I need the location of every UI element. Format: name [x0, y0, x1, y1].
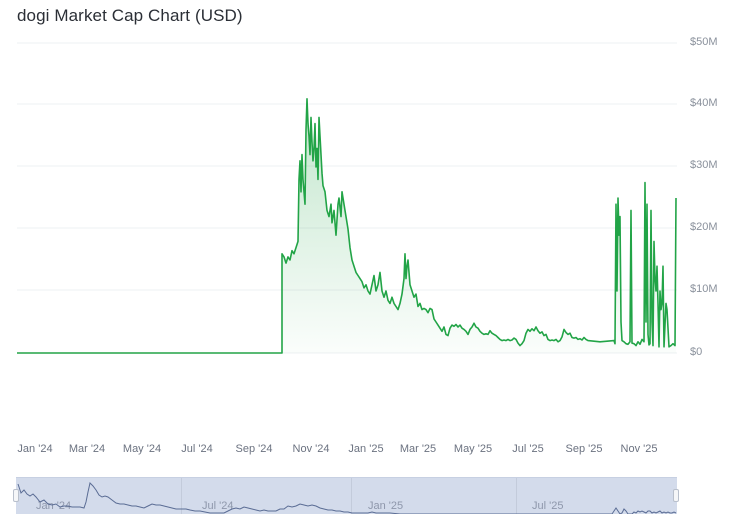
- navigator-divider: [181, 478, 182, 514]
- y-tick-label: $0: [690, 346, 703, 358]
- x-tick-label: Nov '25: [620, 443, 658, 455]
- navigator-label: Jul '25: [532, 500, 564, 512]
- navigator-label: Jan '25: [368, 500, 404, 512]
- x-tick-label: Jul '25: [512, 443, 544, 455]
- x-tick-label: Nov '24: [292, 443, 330, 455]
- navigator-left-handle[interactable]: [13, 489, 19, 502]
- y-tick-label: $50M: [690, 36, 718, 48]
- navigator-label: Jan '24: [36, 500, 72, 512]
- navigator-chart: [17, 482, 677, 514]
- navigator-divider: [351, 478, 352, 514]
- y-tick-label: $20M: [690, 221, 718, 233]
- y-tick-label: $10M: [690, 283, 718, 295]
- range-navigator[interactable]: Jan '24 Jul '24 Jan '25 Jul '25: [13, 477, 679, 514]
- x-tick-label: May '24: [122, 443, 162, 455]
- x-tick-label: Jan '25: [348, 443, 384, 455]
- market-cap-area: [17, 98, 676, 353]
- x-tick-label: Jan '24: [17, 443, 53, 455]
- navigator-divider: [516, 478, 517, 514]
- x-tick-label: May '25: [453, 443, 493, 455]
- x-tick-label: Mar '25: [399, 443, 437, 455]
- market-cap-line[interactable]: [17, 98, 677, 354]
- x-tick-label: Mar '24: [68, 443, 106, 455]
- y-tick-label: $40M: [690, 97, 718, 109]
- navigator-right-handle[interactable]: [673, 489, 679, 502]
- chart-title: dogi Market Cap Chart (USD): [17, 6, 243, 25]
- x-tick-label: Jul '24: [181, 443, 213, 455]
- x-tick-label: Sep '24: [235, 443, 273, 455]
- navigator-label: Jul '24: [202, 500, 234, 512]
- y-tick-label: $30M: [690, 159, 718, 171]
- x-tick-label: Sep '25: [565, 443, 603, 455]
